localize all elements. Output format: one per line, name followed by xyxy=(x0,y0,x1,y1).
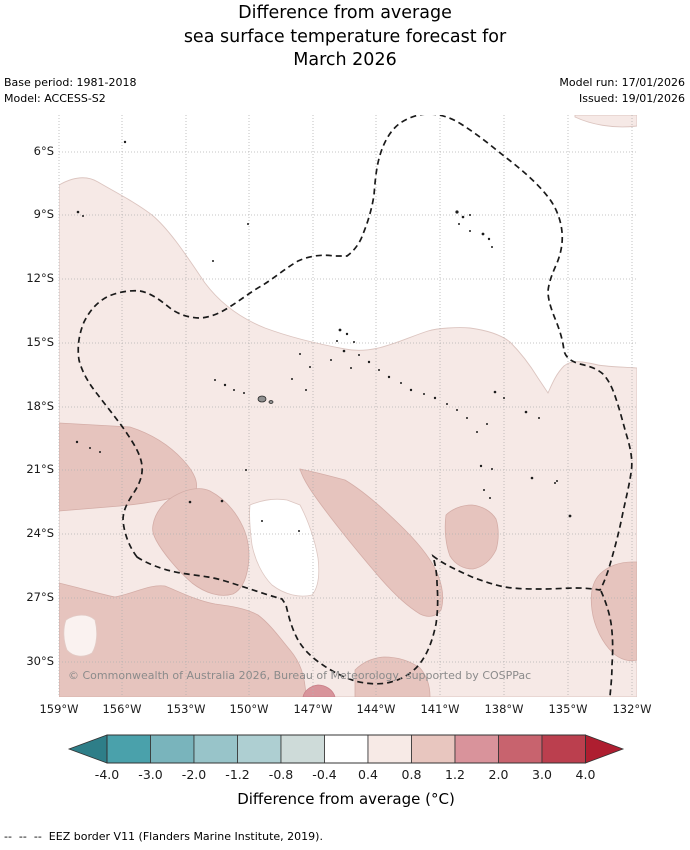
cbar-tick-p12: 1.2 xyxy=(445,767,465,782)
colorbar-under-arrow xyxy=(67,734,108,764)
eez-footnote: -- -- -- EEZ border V11 (Flanders Marine… xyxy=(4,830,323,843)
shading-pocket xyxy=(63,614,98,657)
copyright-text: © Commonwealth of Australia 2026, Bureau… xyxy=(68,669,532,682)
cbar-tick-p4: 4.0 xyxy=(575,767,596,782)
shading-topright-sliver xyxy=(574,115,637,128)
run-metadata-right: Model run: 17/01/2026 Issued: 19/01/2026 xyxy=(559,75,685,107)
lon-tick-150w: 150°W xyxy=(229,702,269,716)
cbar-tick-p04: 0.4 xyxy=(358,767,378,782)
cbar-tick-n04: -0.4 xyxy=(312,767,337,782)
cbar-tick-p08: 0.8 xyxy=(401,767,422,782)
colorbar-title: Difference from average (°C) xyxy=(237,790,455,808)
cbar-tick-n3: -3.0 xyxy=(138,767,163,782)
page-title: Difference from average sea surface temp… xyxy=(0,2,690,73)
colorbar xyxy=(67,734,625,764)
cbar-tick-p3: 3.0 xyxy=(532,767,552,782)
island-markers xyxy=(75,140,572,532)
model-text: Model: ACCESS-S2 xyxy=(4,92,106,105)
cbar-tick-n08: -0.8 xyxy=(268,767,294,782)
lat-tick-9s: 9°S xyxy=(33,207,54,221)
title-line-1: Difference from average xyxy=(238,3,452,23)
cbar-tick-n12: -1.2 xyxy=(225,767,250,782)
lat-tick-30s: 30°S xyxy=(26,654,54,668)
lat-tick-27s: 27°S xyxy=(26,590,54,604)
cbar-tick-p2: 2.0 xyxy=(488,767,509,782)
lon-tick-147w: 147°W xyxy=(293,702,333,716)
lon-tick-153w: 153°W xyxy=(166,702,206,716)
shading-positive-moderate xyxy=(59,422,637,697)
lon-tick-144w: 144°W xyxy=(356,702,396,716)
model-run-text: Model run: 17/01/2026 xyxy=(559,76,685,89)
shading-positive-strong-spot xyxy=(302,684,336,697)
run-metadata-left: Base period: 1981-2018 Model: ACCESS-S2 xyxy=(4,75,136,107)
lat-tick-24s: 24°S xyxy=(26,526,54,540)
lon-tick-132w: 132°W xyxy=(612,702,652,716)
eez-border-line xyxy=(77,115,633,697)
shading-near-zero-wedge xyxy=(249,498,320,597)
lon-tick-141w: 141°W xyxy=(420,702,460,716)
cbar-tick-n4: -4.0 xyxy=(94,767,120,782)
lon-tick-135w: 135°W xyxy=(548,702,588,716)
colorbar-over-arrow xyxy=(585,734,625,764)
title-line-3: March 2026 xyxy=(293,50,397,70)
lon-tick-159w: 159°W xyxy=(39,702,79,716)
sst-anomaly-shading xyxy=(59,115,637,697)
lat-tick-15s: 15°S xyxy=(26,335,54,349)
title-line-2: sea surface temperature forecast for xyxy=(183,26,507,47)
lat-tick-6s: 6°S xyxy=(33,144,54,158)
lon-tick-138w: 138°W xyxy=(484,702,524,716)
lat-tick-18s: 18°S xyxy=(26,399,54,413)
lat-tick-21s: 21°S xyxy=(26,462,54,476)
base-period-text: Base period: 1981-2018 xyxy=(4,76,137,89)
issued-text: Issued: 19/01/2026 xyxy=(578,92,685,105)
cbar-tick-n2: -2.0 xyxy=(181,767,207,782)
graticule-gridlines xyxy=(58,115,637,697)
lon-tick-156w: 156°W xyxy=(102,702,142,716)
lat-tick-12s: 12°S xyxy=(26,271,54,285)
